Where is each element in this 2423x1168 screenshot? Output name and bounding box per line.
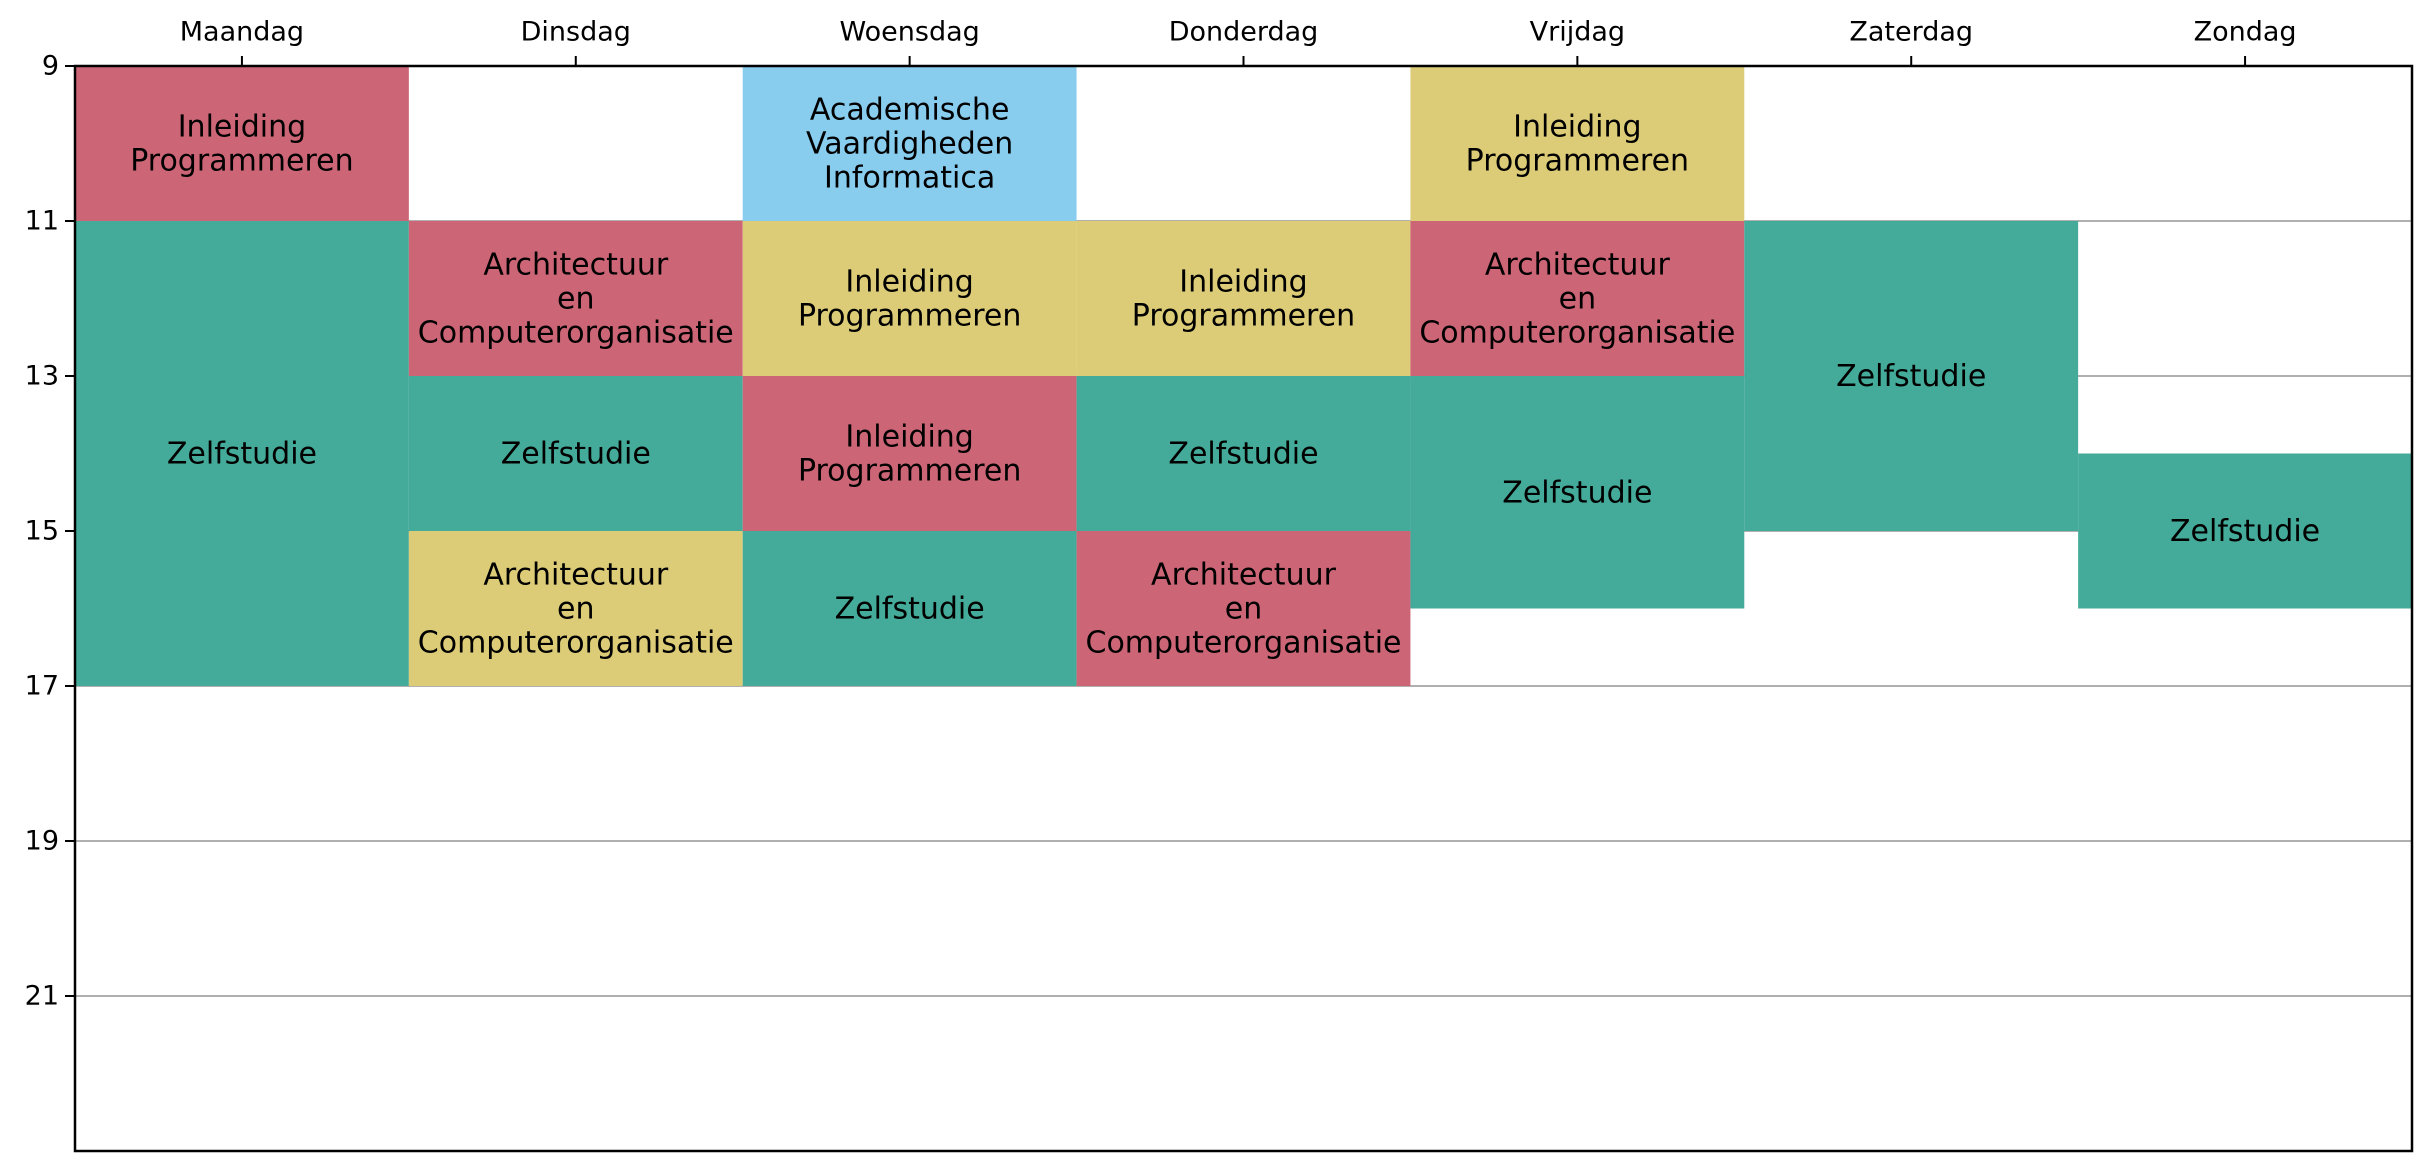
event-label-15: Zelfstudie [1836, 359, 1986, 394]
day-label-maandag: Maandag [180, 17, 304, 48]
axes-layer: Maandag Dinsdag Woensdag Donderdag Vrijdag Za… [25, 17, 2414, 1153]
event-block-1 [75, 221, 409, 686]
day-label-donderdag: Donderdag [1169, 17, 1319, 48]
event-label-line: Zelfstudie [1168, 436, 1318, 471]
event-label-line: Architectuur [483, 247, 669, 282]
event-label-3: Zelfstudie [501, 436, 651, 471]
event-label-line: Programmeren [798, 298, 1021, 333]
event-label-line: Programmeren [798, 453, 1021, 488]
event-block-3 [408, 376, 743, 531]
event-block-6 [742, 221, 1077, 376]
event-label-line: en [1559, 281, 1596, 316]
event-label-line: Zelfstudie [167, 436, 317, 471]
event-label-line: Computerorganisatie [418, 625, 734, 660]
event-label-line: Vaardigheden [806, 126, 1013, 161]
event-label-12: Inleiding Programmeren [1466, 109, 1689, 178]
event-label-line: Inleiding [1179, 264, 1307, 299]
event-label-line: Programmeren [1466, 143, 1689, 178]
event-block-16 [2078, 453, 2412, 609]
day-label-woensdag: Woensdag [840, 17, 980, 48]
event-label-line: Programmeren [130, 143, 353, 178]
hour-label-13: 13 [25, 361, 59, 392]
event-label-9: Inleiding Programmeren [1132, 264, 1355, 333]
event-label-8: Zelfstudie [835, 591, 985, 626]
event-label-line: Inleiding [178, 109, 306, 144]
event-block-11 [1076, 531, 1411, 686]
event-block-14 [1410, 376, 1745, 609]
event-label-line: Inleiding [845, 419, 973, 454]
event-block-4 [408, 531, 743, 686]
event-label-5: Academische Vaardigheden Informatica [806, 92, 1013, 195]
event-label-13: Architectuur en Computerorganisatie [1419, 247, 1735, 350]
event-block-7 [742, 376, 1077, 531]
event-label-line: Zelfstudie [1502, 475, 1652, 510]
event-label-14: Zelfstudie [1502, 475, 1652, 510]
event-label-line: Architectuur [1151, 557, 1337, 592]
event-labels-layer: Inleiding ProgrammerenZelfstudieArchitect… [130, 92, 2320, 660]
event-label-line: Informatica [824, 160, 995, 195]
hour-label-17: 17 [25, 671, 59, 702]
event-label-line: Programmeren [1132, 298, 1355, 333]
hour-label-9: 9 [42, 51, 59, 82]
hour-label-11: 11 [25, 206, 59, 237]
event-label-line: Inleiding [1513, 109, 1641, 144]
hour-label-21: 21 [25, 981, 59, 1012]
event-block-9 [1076, 221, 1411, 376]
event-label-line: Computerorganisatie [1419, 315, 1735, 350]
event-label-line: Zelfstudie [501, 436, 651, 471]
event-block-12 [1410, 66, 1745, 221]
hour-label-19: 19 [25, 826, 59, 857]
event-label-7: Inleiding Programmeren [798, 419, 1021, 488]
event-block-5 [742, 66, 1077, 221]
day-label-vrijdag: Vrijdag [1530, 17, 1625, 48]
event-label-16: Zelfstudie [2170, 514, 2320, 549]
day-label-zaterdag: Zaterdag [1849, 17, 1973, 48]
event-label-line: en [557, 281, 594, 316]
event-label-line: Academische [810, 92, 1010, 127]
event-label-line: Computerorganisatie [1086, 625, 1402, 660]
event-block-15 [1744, 221, 2079, 531]
event-label-4: Architectuur en Computerorganisatie [418, 557, 734, 660]
event-label-11: Architectuur en Computerorganisatie [1086, 557, 1402, 660]
event-label-line: Zelfstudie [2170, 514, 2320, 549]
event-label-line: Architectuur [483, 557, 669, 592]
event-block-2 [408, 221, 743, 376]
event-label-10: Zelfstudie [1168, 436, 1318, 471]
events-layer [75, 66, 2412, 686]
event-label-line: en [1225, 591, 1262, 626]
event-label-line: Architectuur [1485, 247, 1671, 282]
event-label-line: Inleiding [845, 264, 973, 299]
event-block-8 [742, 531, 1077, 686]
event-block-0 [75, 66, 409, 221]
event-label-2: Architectuur en Computerorganisatie [418, 247, 734, 350]
hour-label-15: 15 [25, 516, 59, 547]
event-label-line: Computerorganisatie [418, 315, 734, 350]
event-label-line: en [557, 591, 594, 626]
event-block-13 [1410, 221, 1745, 376]
day-label-dinsdag: Dinsdag [521, 17, 631, 48]
event-label-line: Zelfstudie [1836, 359, 1986, 394]
event-label-line: Zelfstudie [835, 591, 985, 626]
event-label-0: Inleiding Programmeren [130, 109, 353, 178]
event-label-6: Inleiding Programmeren [798, 264, 1021, 333]
event-block-10 [1076, 376, 1411, 531]
event-label-1: Zelfstudie [167, 436, 317, 471]
day-label-zondag: Zondag [2194, 17, 2297, 48]
